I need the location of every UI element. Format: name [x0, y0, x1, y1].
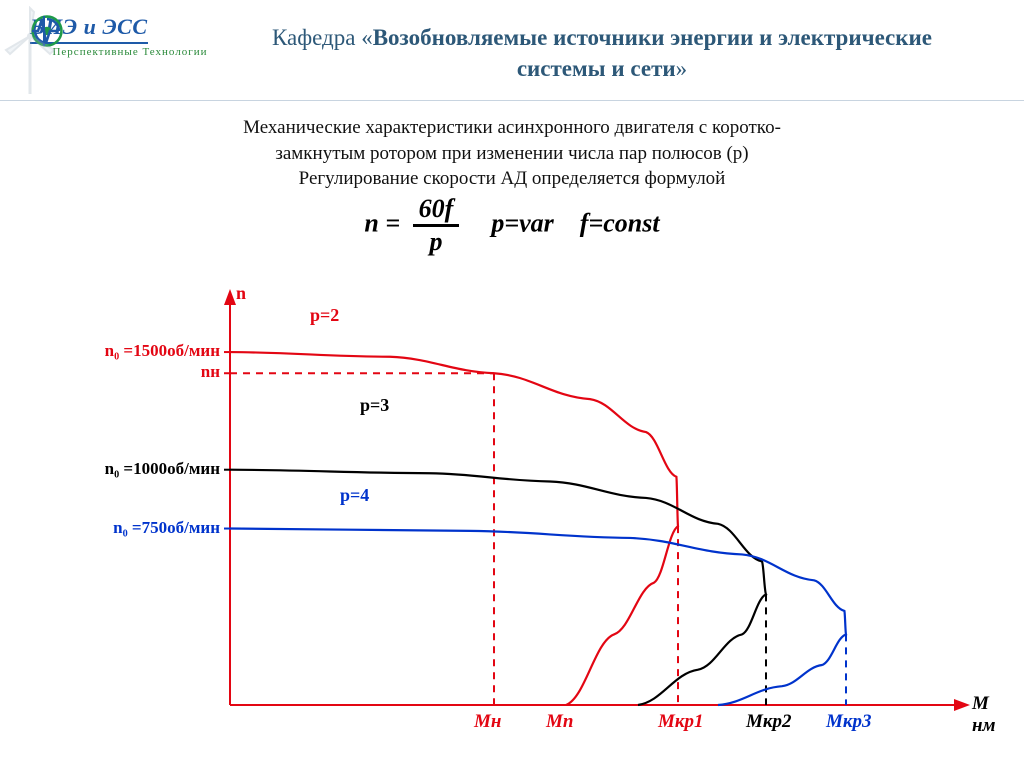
formula-lhs: n = [364, 208, 400, 237]
caption-line2: замкнутым ротором при изменении числа па… [275, 143, 748, 164]
x-marker-Мн: Мн [474, 711, 501, 733]
x-marker-Мп: Мп [546, 711, 573, 733]
caption-line1: Механические характеристики асинхронного… [243, 117, 781, 138]
formula-num: 60f [413, 196, 460, 227]
title-prefix: Кафедра « [272, 25, 373, 50]
y-axis-label: n [236, 283, 246, 304]
curve-label-p2: p=2 [310, 305, 339, 326]
x-marker-Мкр3: Мкр3 [826, 711, 872, 733]
x-axis-label: M нм [972, 693, 996, 737]
curve-label-p3: p=3 [360, 395, 389, 416]
formula-eq3: f=const [580, 208, 660, 237]
title-bold: Возобновляемые источники энергии и элект… [373, 25, 932, 81]
title-suffix: » [676, 56, 688, 81]
x-marker-Мкр2: Мкр2 [746, 711, 792, 733]
page-title: Кафедра «Возобновляемые источники энерги… [260, 22, 944, 84]
windmill-icon [0, 6, 60, 96]
y-tick-label: n₀ =1500об/мин [105, 341, 220, 361]
caption: Механические характеристики асинхронного… [40, 115, 984, 192]
y-tick-label: n₀ =750об/мин [113, 518, 220, 538]
y-tick-label: n₀ =1000об/мин [105, 459, 220, 479]
curve-label-p4: p=4 [340, 485, 369, 506]
caption-line3: Регулирование скорости АД определяется ф… [299, 168, 726, 189]
formula-eq2: p=var [491, 208, 553, 237]
logo: ВИЭ и ЭСС Перспективные Технологии [30, 14, 240, 58]
header: ВИЭ и ЭСС Перспективные Технологии Кафед… [0, 0, 1024, 101]
plot-area: nM нмn₀ =1500об/минnнn₀ =1000об/минn₀ =7… [40, 275, 984, 755]
formula-den: p [413, 227, 460, 255]
x-marker-Мкр1: Мкр1 [658, 711, 704, 733]
figure: Механические характеристики асинхронного… [40, 115, 984, 755]
y-tick-label: nн [201, 362, 220, 382]
formula: n = 60fp p=var f=const [40, 196, 984, 255]
